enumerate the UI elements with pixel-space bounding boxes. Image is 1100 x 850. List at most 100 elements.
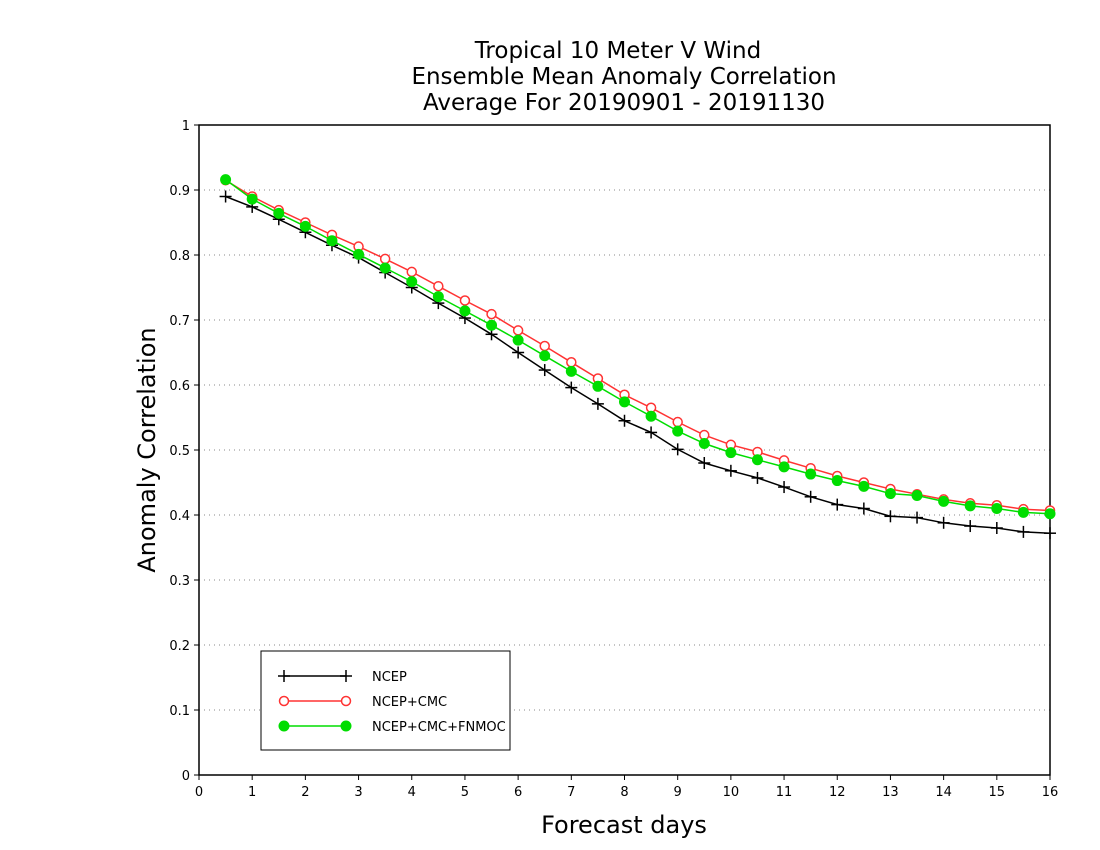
data-point [379,262,391,274]
series-ncep [219,190,1056,540]
data-point [911,511,924,524]
data-point [990,522,1003,534]
data-point [857,502,870,515]
x-tick-label: 16 [1042,785,1059,800]
data-point [565,381,578,394]
data-point [672,425,684,437]
legend-label: NCEP [372,670,407,685]
data-point [805,468,817,480]
data-point [1017,525,1030,538]
legend-marker [340,720,352,732]
data-point [591,397,604,410]
data-point [618,414,631,427]
data-point [512,325,524,336]
legend-marker [278,695,290,707]
x-tick-label: 10 [723,785,740,800]
data-point [831,498,844,511]
data-point [592,380,604,392]
data-point [459,295,471,306]
title-line-2: Ensemble Mean Anomaly Correlation [411,64,836,90]
x-tick-label: 2 [301,785,309,800]
legend-label: NCEP+CMC [372,695,447,710]
y-tick-label: 0.2 [169,639,190,654]
x-tick-label: 0 [195,785,203,800]
data-point [1017,506,1029,518]
legend-item: NCEP+CMC+FNMOC [278,720,506,735]
data-point [831,475,843,487]
x-tick-label: 13 [882,785,899,800]
chart-title: Tropical 10 Meter V Wind Ensemble Mean A… [411,38,836,116]
series-line [225,195,1051,534]
legend-label: NCEP+CMC+FNMOC [372,720,506,735]
data-point [911,490,923,501]
x-tick-label: 14 [935,785,952,800]
data-point [1044,508,1056,520]
legend-item: NCEP+CMC [278,695,447,710]
series-ncep-cmc-fnmoc [220,174,1056,520]
data-point [778,481,791,494]
legend-item: NCEP [278,670,407,685]
y-axis: 0 0.1 0.2 0.3 0.4 0.5 0.6 0.7 0.8 0.9 1 [169,119,199,784]
y-tick-label: 1 [182,119,190,134]
data-point [566,357,577,368]
data-point [539,350,551,362]
legend-marker [340,670,352,682]
data-point [698,457,711,469]
legend-marker [340,695,352,707]
x-tick-label: 3 [354,785,362,800]
data-point [353,248,365,260]
y-tick-label: 0.1 [169,704,190,719]
data-point [725,447,737,459]
y-tick-label: 0.5 [169,444,190,459]
data-point [1044,527,1056,540]
data-point [884,510,897,523]
data-point [406,276,418,288]
legend-marker [278,670,290,682]
data-point [724,464,737,477]
x-tick-label: 4 [408,785,416,800]
data-point [512,346,525,359]
x-tick-label: 12 [829,785,846,800]
data-point [379,253,391,265]
data-point [406,266,417,278]
data-point [512,334,524,346]
y-tick-label: 0.9 [169,184,190,199]
x-tick-label: 15 [989,785,1006,800]
data-point [433,280,444,292]
data-point [619,396,630,408]
data-point [220,174,232,186]
data-point [884,488,896,500]
data-point [751,471,764,484]
data-point [645,426,658,439]
gridlines [199,189,1050,711]
y-tick-label: 0.8 [169,249,190,264]
x-tick-label: 9 [674,785,682,800]
y-tick-label: 0 [182,769,190,784]
data-point [432,291,444,303]
data-point [299,220,311,232]
series-ncep-cmc [220,175,1056,516]
legend: NCEP NCEP+CMC NCEP+CMC+FNMOC [260,650,511,751]
legend-marker [278,720,290,732]
y-axis-label: Anomaly Correlation [133,327,161,572]
data-point [937,516,950,529]
data-point [538,364,551,377]
data-point [671,443,684,456]
data-point [804,490,817,503]
data-point [964,500,976,512]
series-line [225,178,1051,515]
data-point [539,340,550,352]
series-layer [219,174,1056,540]
data-point [858,480,870,492]
data-point [778,461,790,473]
y-tick-label: 0.3 [169,574,190,589]
data-point [326,235,338,247]
x-axis: 0 1 2 3 4 5 6 7 8 9 10 11 12 13 14 15 16 [195,775,1058,800]
data-point [486,308,497,320]
x-tick-label: 8 [620,785,628,800]
x-tick-label: 1 [248,785,256,800]
data-point [672,416,683,428]
data-point [246,193,258,205]
series-line [225,179,1051,512]
